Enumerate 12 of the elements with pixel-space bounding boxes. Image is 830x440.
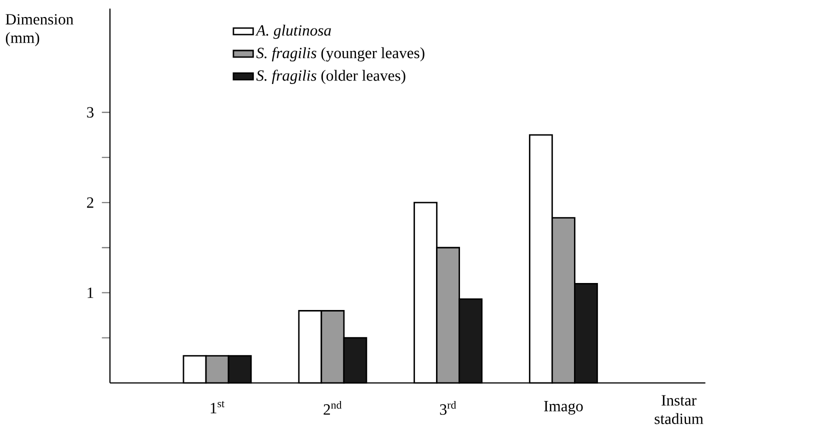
y-tick-label: 1 [88, 288, 94, 298]
y-tick-label: 3 [87, 107, 94, 118]
legend-label: S. fragilis (younger leaves) [256, 47, 424, 62]
y-tick-label: 2 [87, 197, 94, 208]
x-tick-label: Imago [544, 400, 583, 415]
x-tick-label: 1$^{st}$ [210, 400, 224, 414]
legend-label: S. fragilis (older leaves) [256, 70, 406, 84]
x-tick-label: 3$^{rd}$ [440, 400, 456, 415]
legend-label: A. glutinosa [255, 24, 331, 39]
x-tick-label: 2$^{nd}$ [324, 400, 342, 415]
y-axis-title: Dimension (mm) [6, 14, 74, 46]
x-axis-title: Instar stadium [654, 395, 704, 424]
